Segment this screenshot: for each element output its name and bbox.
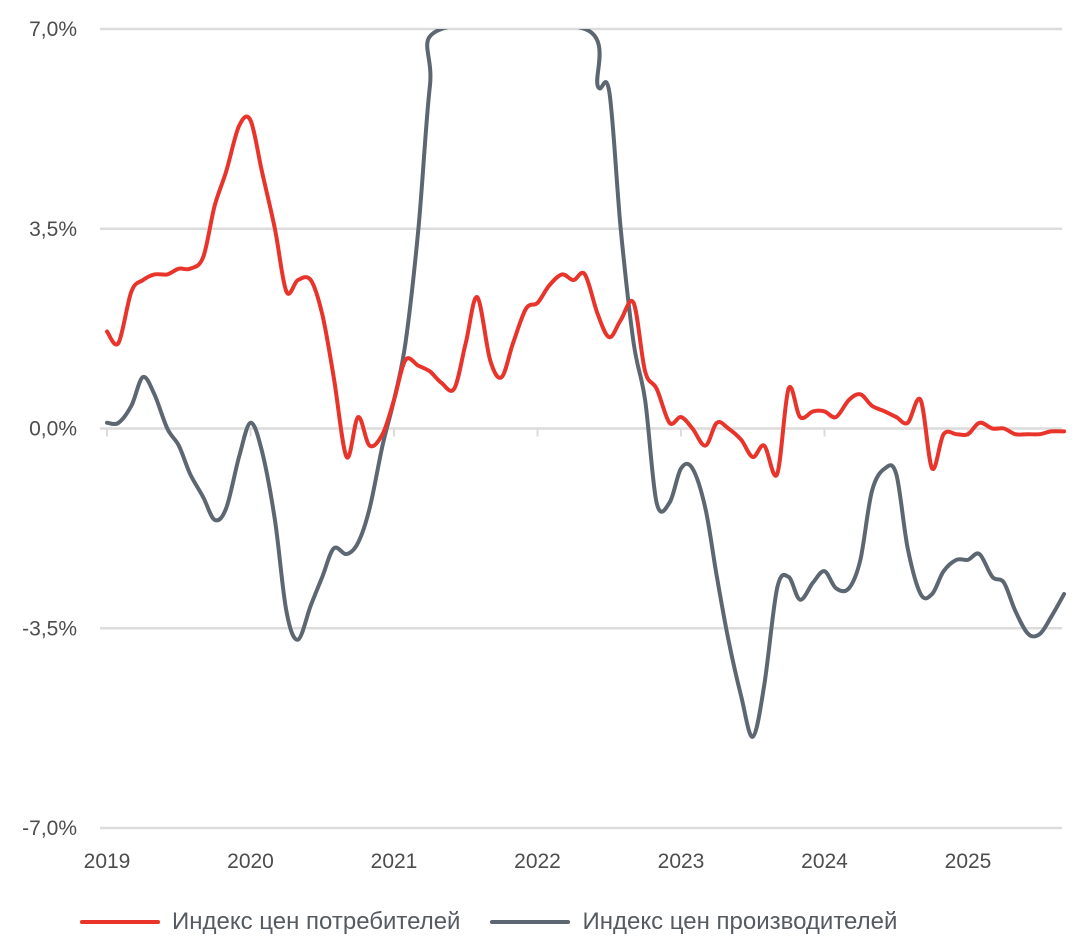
x-tick-label: 2022 — [514, 850, 561, 873]
producer-price-index-line — [105, 29, 1067, 739]
x-tick-label: 2023 — [658, 850, 705, 873]
x-tick-label: 2020 — [227, 850, 274, 873]
x-axis: 2019 2020 2021 2022 2023 2024 2025 — [84, 850, 992, 873]
x-tick-label: 2024 — [801, 850, 848, 873]
consumer-price-index-line — [105, 114, 1067, 478]
series-layer — [105, 29, 1067, 739]
legend-label-consumer: Индекс цен потребителей — [172, 908, 461, 935]
y-tick-label: -3,5% — [22, 617, 77, 640]
grid-lines — [100, 27, 1062, 830]
y-tick-label: 7,0% — [29, 18, 77, 41]
y-axis: 7,0% 3,5% 0,0% -3,5% -7,0% — [22, 18, 77, 840]
legend: Индекс цен потребителей Индекс цен произ… — [80, 908, 927, 936]
x-tick-label: 2025 — [945, 850, 992, 873]
x-tick-label: 2019 — [84, 850, 131, 873]
line-chart: 7,0% 3,5% 0,0% -3,5% -7,0% 2019 2020 202… — [22, 18, 1067, 873]
y-tick-label: -7,0% — [22, 817, 77, 840]
legend-item-consumer-prices: Индекс цен потребителей — [80, 908, 460, 936]
y-tick-label: 0,0% — [29, 418, 77, 441]
legend-label-producer: Индекс цен производителей — [582, 908, 898, 935]
legend-item-producer-prices: Индекс цен производителей — [490, 908, 897, 936]
legend-swatch-producer — [490, 920, 571, 924]
legend-swatch-consumer — [80, 920, 160, 924]
x-tick-label: 2021 — [371, 850, 418, 873]
y-tick-label: 3,5% — [29, 218, 77, 241]
